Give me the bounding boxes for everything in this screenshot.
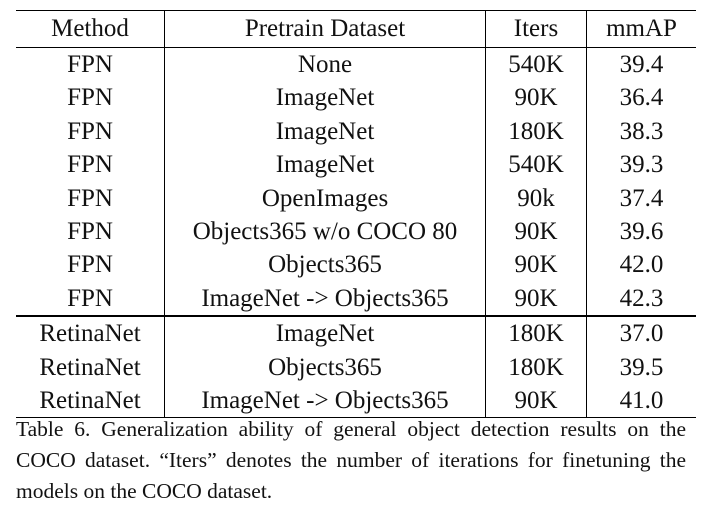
cell-pretrain-dataset: ImageNet (164, 315, 486, 351)
cell-method: FPN (67, 117, 113, 145)
cell-iters: 90k (485, 181, 587, 216)
cell-mmap: 41.0 (586, 384, 696, 419)
cell-mmap: 39.5 (586, 350, 696, 385)
header-mmap: mmAP (586, 10, 696, 48)
table-row: RetinaNet ImageNet -> Objects365 90K 41.0 (16, 384, 696, 419)
cell-method: RetinaNet (39, 353, 141, 381)
cell-pretrain-dataset: ImageNet (164, 148, 486, 182)
table-row: FPN OpenImages 90k 37.4 (16, 181, 696, 216)
cell-iters: 180K (485, 350, 587, 385)
cell-method: FPN (67, 218, 113, 246)
cell-mmap: 38.3 (586, 114, 696, 149)
table-body: FPN None 540K 39.4 FPN ImageNet 90K 36.4 FPN Imag… (16, 47, 696, 419)
cell-method: FPN (67, 84, 113, 112)
table-row: FPN Objects365 90K 42.0 (16, 248, 696, 282)
cell-method: FPN (67, 51, 113, 78)
table-row: FPN ImageNet 180K 38.3 (16, 114, 696, 149)
cell-iters: 90K (485, 248, 587, 282)
cell-iters: 180K (485, 114, 587, 149)
table-row: FPN None 540K 39.4 (16, 47, 696, 82)
table-row: FPN ImageNet -> Objects365 90K 42.3 (16, 281, 696, 317)
cell-pretrain-dataset: OpenImages (164, 181, 486, 216)
table-caption: Table 6. Generalization ability of gener… (16, 417, 686, 503)
cell-iters: 540K (485, 148, 587, 182)
cell-pretrain-dataset: ImageNet (164, 81, 486, 115)
cell-pretrain-dataset: ImageNet -> Objects365 (164, 281, 486, 317)
cell-mmap: 39.4 (586, 47, 696, 82)
cell-mmap: 42.0 (586, 248, 696, 282)
header-method: Method (16, 10, 165, 48)
cell-method: FPN (67, 251, 113, 279)
cell-pretrain-dataset: None (164, 47, 486, 82)
header-pretrain-dataset: Pretrain Dataset (164, 10, 486, 48)
cell-pretrain-dataset: Objects365 (164, 350, 486, 385)
cell-method: FPN (67, 284, 113, 312)
cell-method: RetinaNet (16, 384, 165, 419)
cell-mmap: 37.4 (586, 181, 696, 216)
cell-pretrain-dataset: Objects365 w/o COCO 80 (164, 215, 486, 249)
cell-iters: 90K (485, 215, 587, 249)
table-row: RetinaNet ImageNet 180K 37.0 (16, 315, 696, 351)
cell-mmap: 42.3 (586, 281, 696, 317)
cell-iters: 90K (485, 81, 587, 115)
table-row: FPN Objects365 w/o COCO 80 90K 39.6 (16, 215, 696, 249)
table-row: FPN ImageNet 540K 39.3 (16, 148, 696, 182)
cell-method: FPN (67, 151, 113, 179)
table-row: FPN ImageNet 90K 36.4 (16, 81, 696, 115)
results-table: Method Pretrain Dataset Iters mmAP FPN No… (16, 10, 696, 419)
cell-pretrain-dataset: ImageNet (164, 114, 486, 149)
cell-mmap: 36.4 (586, 81, 696, 115)
cell-pretrain-dataset: Objects365 (164, 248, 486, 282)
header-iters: Iters (485, 10, 587, 48)
cell-mmap: 37.0 (586, 315, 696, 351)
cell-pretrain-dataset: ImageNet -> Objects365 (164, 384, 486, 419)
table-row: RetinaNet Objects365 180K 39.5 (16, 350, 696, 385)
cell-iters: 90K (485, 384, 587, 419)
header-row: Method Pretrain Dataset Iters mmAP (16, 10, 696, 48)
cell-iters: 90K (485, 281, 587, 317)
cell-iters: 180K (485, 315, 587, 351)
cell-iters: 540K (485, 47, 587, 82)
cell-method: FPN (67, 184, 113, 212)
cell-method: RetinaNet (16, 315, 165, 351)
cell-mmap: 39.3 (586, 148, 696, 182)
table-header: Method Pretrain Dataset Iters mmAP (16, 10, 696, 48)
cell-mmap: 39.6 (586, 215, 696, 249)
